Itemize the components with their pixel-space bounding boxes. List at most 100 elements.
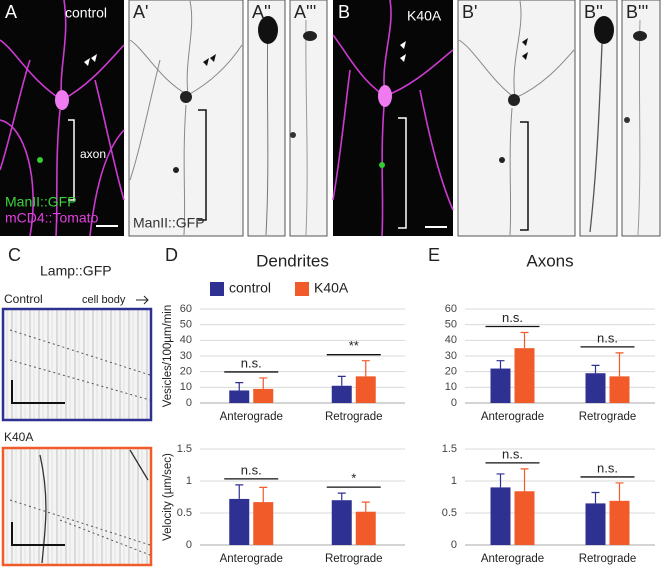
y-tick-label: 0 — [186, 539, 192, 551]
panel-label: E — [428, 245, 440, 265]
bar — [331, 500, 352, 545]
x-tick-label: Anterograde — [481, 411, 544, 423]
y-tick-label: 60 — [180, 303, 192, 315]
image-b-prime: B' — [457, 0, 576, 237]
chart-title: Axons — [526, 251, 573, 270]
kymograph-title: Lamp::GFP — [40, 263, 112, 279]
x-tick-label: Retrograde — [325, 553, 383, 565]
bar — [609, 376, 630, 403]
bar — [585, 373, 606, 403]
panel-label: A' — [133, 2, 148, 22]
x-tick-label: Anterograde — [481, 553, 544, 565]
panel-label: A'' — [252, 2, 271, 22]
error-bar — [615, 482, 624, 501]
y-tick-label: 10 — [180, 381, 192, 393]
significance-label: n.s. — [597, 330, 618, 345]
bar — [355, 511, 376, 545]
error-bar — [520, 331, 529, 349]
image-b-triple-prime: B''' — [621, 0, 661, 237]
y-tick-label: 20 — [180, 366, 192, 378]
y-tick-label: 30 — [180, 350, 192, 362]
significance-label: n.s. — [241, 462, 262, 477]
bar — [514, 348, 535, 403]
image-label: control — [65, 5, 107, 21]
x-tick-label: Retrograde — [325, 411, 383, 423]
panel-label: D — [165, 245, 178, 265]
image-a-triple-prime: A''' — [289, 0, 328, 237]
image-b-double-prime: B'' — [579, 0, 618, 237]
error-bar — [615, 352, 624, 377]
y-tick-label: 1 — [451, 475, 457, 487]
bar — [253, 502, 274, 545]
bar — [331, 385, 352, 403]
error-bar — [496, 360, 505, 369]
image-label: ManII::GFP — [133, 215, 205, 231]
image-b: B K40A — [332, 0, 454, 237]
panel-label: B'' — [584, 2, 603, 22]
bar — [585, 503, 606, 545]
error-bar — [361, 501, 370, 512]
significance-label: n.s. — [502, 446, 523, 461]
legend-swatch — [295, 282, 309, 296]
y-tick-label: 0 — [451, 397, 457, 409]
error-bar — [337, 492, 346, 501]
error-bar — [235, 484, 244, 499]
y-tick-label: 30 — [445, 350, 457, 362]
y-tick-label: 0 — [451, 539, 457, 551]
x-tick-label: Anterograde — [220, 553, 283, 565]
bar — [490, 368, 511, 403]
error-bar — [337, 375, 346, 386]
image-a-double-prime: A'' — [247, 0, 286, 237]
image-a-prime: A' ManII::GFP — [128, 0, 244, 237]
x-tick-label: Anterograde — [220, 411, 283, 423]
y-tick-label: 1.5 — [442, 443, 457, 455]
y-tick-label: 1.5 — [177, 443, 192, 455]
significance-label: n.s. — [502, 310, 523, 325]
y-tick-label: 60 — [445, 303, 457, 315]
bar — [229, 498, 250, 545]
kymograph-label: Control — [4, 292, 43, 306]
significance-label: * — [351, 471, 356, 486]
significance-label: n.s. — [241, 355, 262, 370]
legend-swatch — [210, 282, 224, 296]
y-tick-label: 20 — [445, 366, 457, 378]
legend-label: control — [229, 280, 271, 296]
y-tick-label: 0 — [186, 397, 192, 409]
y-tick-label: 1 — [186, 475, 192, 487]
error-bar — [259, 486, 268, 503]
bar — [355, 376, 376, 403]
panel-label: C — [8, 245, 21, 265]
panel-label: B' — [462, 2, 477, 22]
panel-label: B''' — [626, 2, 648, 22]
bar — [514, 491, 535, 545]
error-bar — [235, 382, 244, 391]
error-bar — [591, 364, 600, 374]
x-tick-label: Retrograde — [579, 553, 637, 565]
y-tick-label: 0.5 — [442, 507, 457, 519]
y-tick-label: 50 — [180, 319, 192, 331]
chart-title: Dendrites — [256, 251, 329, 270]
x-tick-label: Retrograde — [579, 411, 637, 423]
image-label: axon — [80, 147, 106, 161]
significance-label: n.s. — [597, 460, 618, 475]
y-axis-label: Vesicles/100µm/min — [162, 305, 174, 408]
y-tick-label: 0.5 — [177, 507, 192, 519]
kymograph-label: cell body — [82, 294, 126, 306]
error-bar — [496, 473, 505, 488]
kymograph-label: K40A — [4, 430, 33, 444]
y-axis-label: Velocity (µm/sec) — [162, 453, 174, 541]
significance-label: ** — [349, 338, 359, 353]
panel-label: A — [5, 2, 17, 22]
bar — [490, 487, 511, 545]
error-bar — [591, 491, 600, 504]
bar — [609, 500, 630, 545]
error-bar — [361, 360, 370, 377]
image-a: A control axon ManII::GFP mCD4::Tomato — [0, 0, 125, 237]
kymographs: C Lamp::GFP Control cell body K40A — [1, 245, 153, 567]
legend-label: K40A — [314, 280, 349, 296]
bar — [229, 390, 250, 403]
panel-label: B — [338, 2, 350, 22]
y-tick-label: 50 — [445, 319, 457, 331]
